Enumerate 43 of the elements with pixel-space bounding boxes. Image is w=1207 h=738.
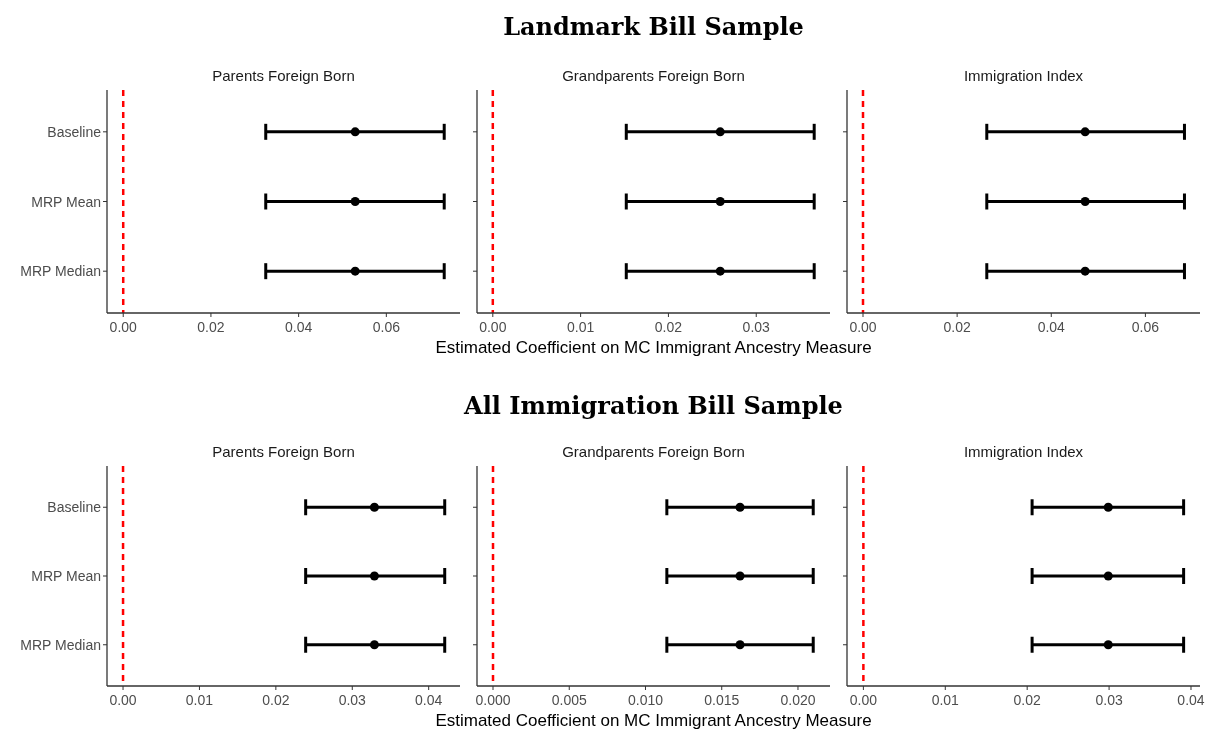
x-tick-label: 0.00	[109, 319, 138, 335]
x-tick-label: 0.03	[1095, 692, 1123, 708]
x-tick-label: 0.03	[338, 692, 367, 708]
x-tick-label: 0.02	[197, 319, 225, 335]
x-tick-label: 0.00	[479, 319, 507, 335]
x-tick-label: 0.04	[1177, 692, 1205, 708]
y-tick-label: MRP Mean	[31, 568, 101, 584]
x-tick-label: 0.03	[742, 319, 771, 335]
x-tick-label: 0.02	[1013, 692, 1042, 708]
x-tick-label: 0.04	[1037, 319, 1066, 335]
x-tick-label: 0.02	[262, 692, 290, 708]
x-tick-label: 0.005	[551, 692, 587, 708]
x-tick-label: 0.00	[849, 319, 877, 335]
x-tick-label: 0.000	[475, 692, 511, 708]
x-tick-label: 0.015	[704, 692, 740, 708]
chart-subtitle: Parents Foreign Born	[212, 67, 355, 84]
x-tick-label: 0.02	[943, 319, 971, 335]
chart-title: All Immigration Bill Sample	[463, 391, 843, 420]
x-axis-title: Estimated Coefficient on MC Immigrant Ancestry Measure	[435, 338, 872, 357]
x-tick-label: 0.01	[931, 692, 960, 708]
x-tick-label: 0.02	[654, 319, 683, 335]
x-tick-label: 0.00	[849, 692, 878, 708]
x-tick-label: 0.06	[1131, 319, 1160, 335]
chart-subtitle: Grandparents Foreign Born	[562, 443, 745, 460]
chart-subtitle: Immigration Index	[963, 67, 1084, 84]
chart-title: Landmark Bill Sample	[503, 12, 804, 41]
y-tick-label: Baseline	[47, 499, 102, 516]
x-axis-title: Estimated Coefficient on MC Immigrant Ancestry Measure	[435, 711, 872, 730]
y-tick-label: Baseline	[47, 123, 102, 140]
y-tick-label: MRP Median	[20, 263, 101, 280]
chart-subtitle: Immigration Index	[963, 443, 1084, 460]
x-tick-label: 0.01	[566, 319, 595, 335]
x-tick-label: 0.06	[372, 319, 401, 335]
y-tick-label: MRP Mean	[31, 193, 101, 210]
x-tick-label: 0.04	[415, 692, 443, 708]
x-tick-label: 0.020	[780, 692, 816, 708]
chart-subtitle: Parents Foreign Born	[212, 443, 355, 460]
x-tick-label: 0.04	[285, 319, 313, 335]
x-tick-label: 0.00	[109, 692, 137, 708]
x-tick-label: 0.01	[185, 692, 214, 708]
y-tick-label: MRP Median	[20, 636, 101, 653]
chart-subtitle: Grandparents Foreign Born	[562, 67, 745, 84]
x-tick-label: 0.010	[627, 692, 664, 708]
